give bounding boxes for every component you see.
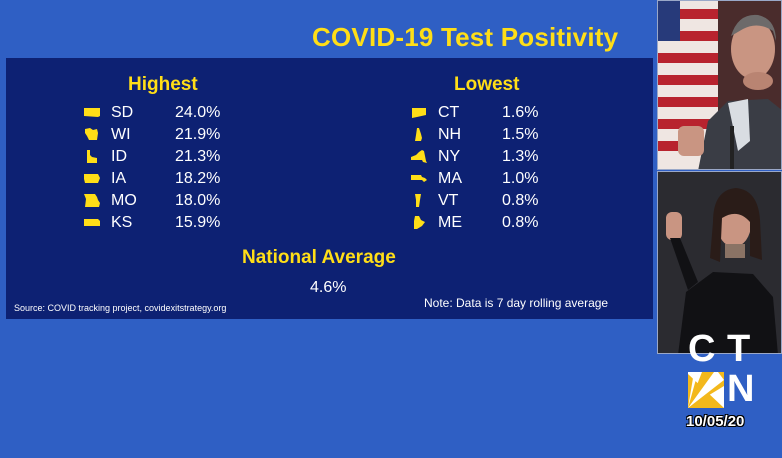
- lowest-row: CT 1.6%: [411, 102, 581, 124]
- data-panel: Highest Lowest SD 24.0% WI 21.9%: [6, 58, 653, 319]
- iowa-icon: [84, 172, 100, 185]
- lowest-row: NH 1.5%: [411, 124, 581, 146]
- state-value: 21.3%: [175, 148, 221, 165]
- state-abbr: CT: [438, 104, 460, 121]
- lowest-row: VT 0.8%: [411, 190, 581, 212]
- kansas-icon: [84, 216, 100, 229]
- idaho-icon: [84, 150, 100, 163]
- massachusetts-icon: [411, 172, 427, 185]
- ctn-sunburst-icon: [688, 372, 724, 408]
- national-average-value: 4.6%: [310, 279, 347, 296]
- state-abbr: MO: [111, 192, 137, 209]
- state-value: 1.3%: [502, 148, 539, 165]
- highest-heading: Highest: [128, 74, 198, 95]
- connecticut-icon: [411, 106, 427, 119]
- highest-row: MO 18.0%: [84, 190, 254, 212]
- highest-row: IA 18.2%: [84, 168, 254, 190]
- state-value: 1.0%: [502, 170, 539, 187]
- lowest-row: MA 1.0%: [411, 168, 581, 190]
- highest-row: WI 21.9%: [84, 124, 254, 146]
- state-value: 24.0%: [175, 104, 221, 121]
- state-abbr: SD: [111, 104, 134, 121]
- lowest-heading: Lowest: [454, 74, 520, 95]
- video-feed-interpreter: [657, 171, 782, 354]
- governor-video-image: [658, 1, 781, 169]
- state-value: 0.8%: [502, 214, 539, 231]
- wisconsin-icon: [84, 128, 100, 141]
- maine-icon: [411, 216, 427, 229]
- state-abbr: IA: [111, 170, 127, 187]
- state-abbr: NH: [438, 126, 462, 143]
- south-dakota-icon: [84, 106, 100, 119]
- state-abbr: VT: [438, 192, 459, 209]
- lowest-row: ME 0.8%: [411, 212, 581, 234]
- state-value: 21.9%: [175, 126, 221, 143]
- logo-letter-n: N: [727, 368, 755, 410]
- state-abbr: ID: [111, 148, 127, 165]
- source-note: Source: COVID tracking project, covidexi…: [14, 303, 227, 313]
- new-york-icon: [411, 150, 427, 163]
- lowest-list: CT 1.6% NH 1.5% NY 1.3%: [411, 102, 581, 234]
- vermont-icon: [411, 194, 427, 207]
- highest-row: SD 24.0%: [84, 102, 254, 124]
- state-value: 15.9%: [175, 214, 221, 231]
- state-value: 18.0%: [175, 192, 221, 209]
- highest-row: KS 15.9%: [84, 212, 254, 234]
- highest-list: SD 24.0% WI 21.9% ID 21.3%: [84, 102, 254, 234]
- state-value: 1.6%: [502, 104, 539, 121]
- logo-letter-c: C: [688, 328, 716, 370]
- interpreter-video-image: [658, 172, 781, 353]
- state-value: 1.5%: [502, 126, 539, 143]
- ctn-logo: C T N: [686, 330, 766, 412]
- video-feed-governor: [657, 0, 782, 170]
- state-abbr: ME: [438, 214, 462, 231]
- broadcast-date: 10/05/20: [686, 413, 745, 430]
- national-average-heading: National Average: [242, 247, 396, 268]
- lowest-row: NY 1.3%: [411, 146, 581, 168]
- slide-title: COVID-19 Test Positivity: [312, 22, 619, 52]
- logo-letter-t: T: [727, 328, 751, 370]
- state-value: 18.2%: [175, 170, 221, 187]
- new-hampshire-icon: [411, 128, 427, 141]
- rolling-average-note: Note: Data is 7 day rolling average: [424, 296, 609, 310]
- state-abbr: NY: [438, 148, 461, 165]
- state-abbr: WI: [111, 126, 131, 143]
- highest-row: ID 21.3%: [84, 146, 254, 168]
- missouri-icon: [84, 194, 100, 207]
- state-abbr: MA: [438, 170, 462, 187]
- state-value: 0.8%: [502, 192, 539, 209]
- state-abbr: KS: [111, 214, 133, 231]
